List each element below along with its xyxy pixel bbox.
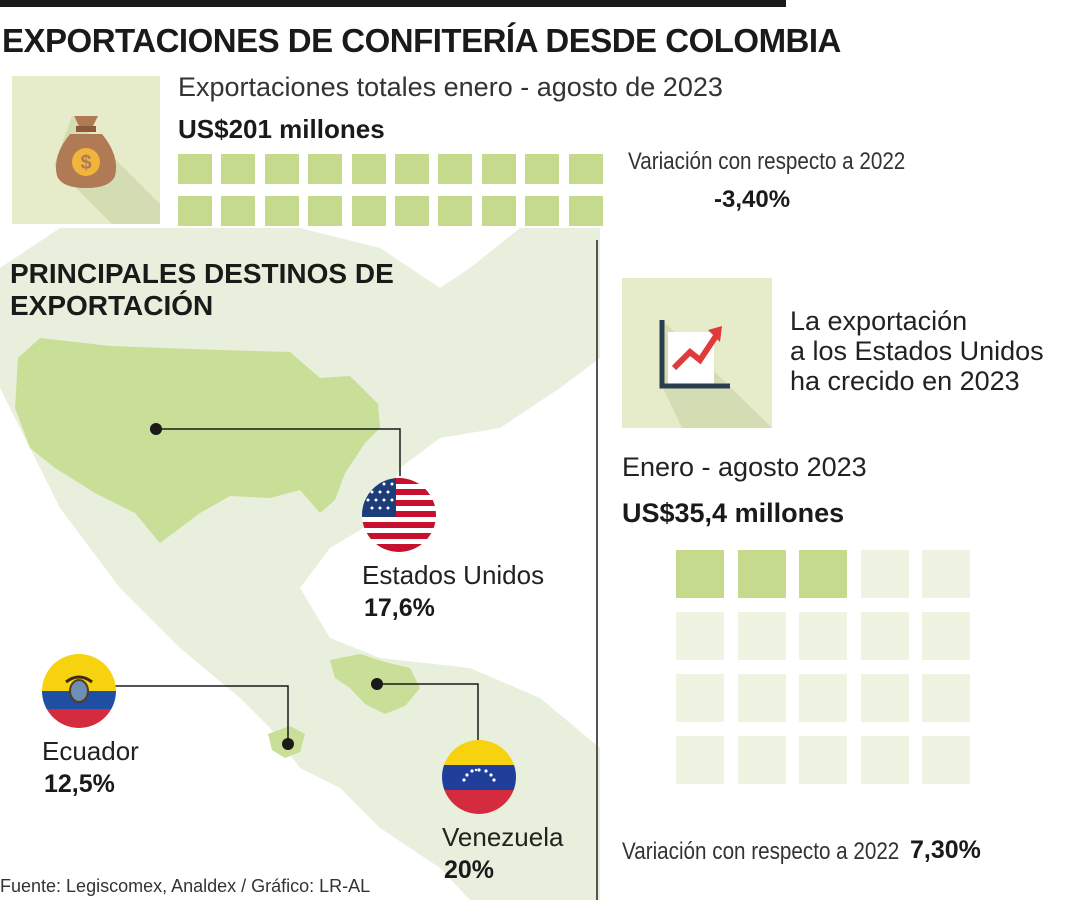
grid-cell-empty	[676, 736, 724, 784]
grid-cell-empty	[922, 736, 970, 784]
total-variation-label: Variación con respecto a 2022	[628, 148, 906, 175]
grid-cell	[525, 154, 560, 184]
grid-cell	[221, 154, 256, 184]
grid-cell-empty	[922, 612, 970, 660]
top-rule	[0, 0, 786, 7]
grid-cell	[351, 196, 386, 226]
us-growth-line1: La exportación	[790, 306, 968, 336]
grid-cell-empty	[737, 736, 786, 784]
share-ecuador: 12,5%	[44, 770, 115, 798]
country-label-venezuela: Venezuela	[442, 822, 564, 852]
ecuador-connector	[78, 685, 289, 744]
destinations-title: PRINCIPALES DESTINOS DE EXPORTACIÓN	[10, 258, 394, 322]
growth-panel	[622, 278, 772, 428]
grid-cell	[525, 196, 560, 226]
grid-cell-empty	[860, 736, 909, 784]
grid-cell-filled	[737, 550, 786, 598]
grid-cell-empty	[676, 674, 724, 722]
grid-cell	[481, 154, 516, 184]
grid-cell	[308, 196, 343, 226]
grid-cell	[308, 154, 343, 184]
grid-cell-empty	[737, 612, 786, 660]
total-exports-value: US$201 millones	[178, 114, 385, 144]
grid-cell-empty	[799, 612, 847, 660]
grid-cell	[221, 196, 256, 226]
grid-cell	[438, 154, 473, 184]
grid-cell	[395, 154, 429, 184]
grid-cell-empty	[860, 550, 909, 598]
grid-cell-empty	[922, 674, 970, 722]
grid-cell	[178, 154, 212, 184]
grid-cell-empty	[860, 612, 909, 660]
venezuela-connector	[377, 683, 479, 740]
country-label-ecuador: Ecuador	[42, 736, 139, 766]
americas-map	[0, 228, 600, 900]
usa-shape	[15, 338, 380, 543]
destinations-title-line1: PRINCIPALES DESTINOS DE	[10, 258, 394, 289]
grid-cell-empty	[737, 674, 786, 722]
grid-cell	[481, 196, 516, 226]
money-bag-panel: $	[12, 76, 160, 224]
grid-cell-empty	[860, 674, 909, 722]
grid-cell-filled	[676, 550, 724, 598]
grid-cell	[351, 154, 386, 184]
money-bag-icon: $	[54, 116, 160, 224]
destinations-title-line2: EXPORTACIÓN	[10, 290, 214, 321]
grid-cell-filled	[799, 550, 847, 598]
grid-cell-empty	[676, 612, 724, 660]
grid-cell	[264, 196, 299, 226]
venezuela-flag-icon	[442, 740, 516, 814]
us-variation-label: Variación con respecto a 2022	[622, 838, 900, 865]
page-title: EXPORTACIONES DE CONFITERÍA DESDE COLOMB…	[2, 22, 841, 59]
grid-cell-empty	[922, 550, 970, 598]
usa-dot	[150, 423, 162, 435]
us-value: US$35,4 millones	[622, 498, 845, 528]
venezuela-dot	[371, 678, 383, 690]
grid-cell	[568, 154, 603, 184]
usa-connector	[156, 428, 401, 476]
grid-cell-empty	[799, 736, 847, 784]
country-label-usa: Estados Unidos	[362, 560, 545, 590]
us-growth-text: La exportación a los Estados Unidos ha c…	[790, 306, 1044, 396]
vertical-divider	[596, 240, 598, 900]
total-exports-label: Exportaciones totales enero - agosto de …	[178, 72, 723, 102]
grid-cell	[568, 196, 603, 226]
grid-cell	[395, 196, 429, 226]
us-variation-value: 7,30%	[910, 836, 981, 864]
us-growth-line2: a los Estados Unidos	[790, 336, 1044, 366]
growth-chart-icon	[659, 320, 772, 428]
usa-flag-icon	[362, 478, 436, 552]
ecuador-flag-icon	[42, 654, 116, 728]
grid-cell	[264, 154, 299, 184]
grid-cell	[438, 196, 473, 226]
ecuador-dot	[282, 738, 294, 750]
us-period-label: Enero - agosto 2023	[622, 452, 867, 482]
us-growth-line3: ha crecido en 2023	[790, 366, 1020, 396]
grid-cell-empty	[799, 674, 847, 722]
total-variation-value: -3,40%	[714, 186, 791, 213]
share-venezuela: 20%	[444, 856, 495, 884]
svg-text:$: $	[80, 152, 91, 174]
share-usa: 17,6%	[364, 594, 435, 622]
source-note: Fuente: Legiscomex, Analdex / Gráfico: L…	[0, 876, 371, 896]
grid-cell	[178, 196, 212, 226]
